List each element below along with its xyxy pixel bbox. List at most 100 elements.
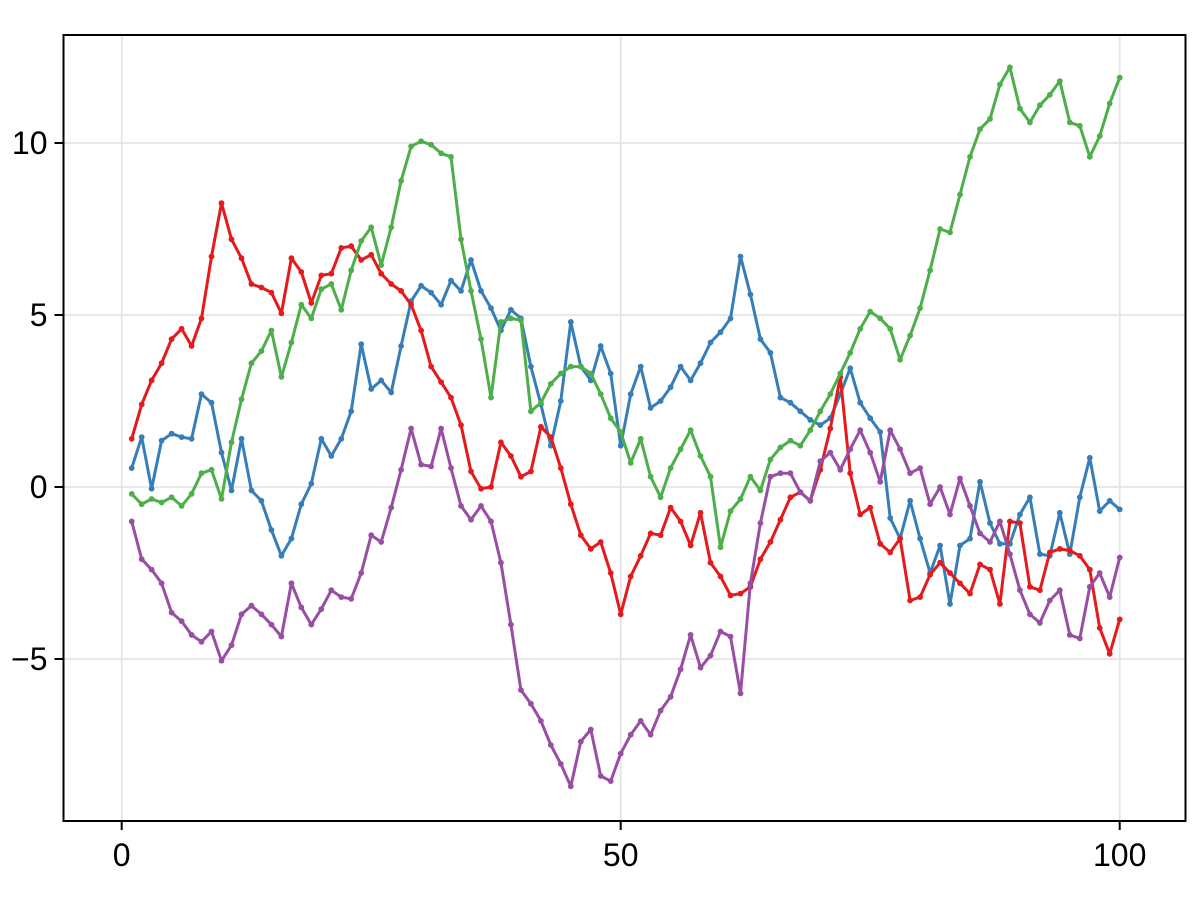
data-point xyxy=(1037,102,1043,109)
data-point xyxy=(1027,119,1033,126)
data-point xyxy=(927,267,933,274)
data-point xyxy=(528,363,534,370)
data-point xyxy=(378,539,385,545)
data-point xyxy=(1037,620,1043,626)
data-point xyxy=(238,396,245,403)
data-point xyxy=(148,566,155,573)
data-point xyxy=(478,336,484,342)
data-point xyxy=(737,590,744,597)
data-point xyxy=(328,281,335,287)
data-point xyxy=(557,370,564,377)
data-point xyxy=(518,473,524,480)
data-point xyxy=(218,657,225,664)
data-point xyxy=(857,427,864,434)
data-point xyxy=(997,518,1003,525)
data-point xyxy=(667,504,674,511)
data-point xyxy=(268,289,275,296)
data-point xyxy=(867,308,874,315)
y-tick-label: 5 xyxy=(30,297,48,333)
data-point xyxy=(627,391,634,397)
data-point xyxy=(827,449,834,456)
x-tick-label: 100 xyxy=(1093,837,1146,873)
data-point xyxy=(937,542,943,549)
data-point xyxy=(128,465,135,471)
data-point xyxy=(1096,133,1103,140)
data-point xyxy=(238,435,245,442)
data-point xyxy=(418,138,424,145)
data-point xyxy=(128,518,135,525)
data-point xyxy=(737,496,744,502)
data-point xyxy=(348,595,355,602)
data-point xyxy=(727,633,734,640)
data-point xyxy=(408,143,414,150)
data-point xyxy=(458,236,464,243)
data-point xyxy=(188,435,195,442)
data-point xyxy=(1046,549,1053,556)
data-point xyxy=(647,405,654,411)
data-point xyxy=(478,485,484,492)
data-point xyxy=(997,540,1003,547)
data-point xyxy=(288,535,295,542)
data-point xyxy=(298,269,305,275)
data-point xyxy=(777,516,784,523)
data-point xyxy=(228,439,235,446)
series-2-red-line xyxy=(130,201,1122,656)
data-point xyxy=(498,559,504,566)
data-point xyxy=(298,301,305,308)
data-point xyxy=(208,466,215,473)
data-point xyxy=(897,356,903,363)
data-point xyxy=(647,530,654,537)
data-point xyxy=(1086,566,1093,573)
data-point xyxy=(737,253,744,260)
data-point xyxy=(168,336,175,342)
data-point xyxy=(667,384,674,391)
data-point xyxy=(667,465,674,471)
data-point xyxy=(877,429,884,435)
data-point xyxy=(677,518,684,525)
data-point xyxy=(897,535,903,542)
data-point xyxy=(647,731,654,738)
data-point xyxy=(228,236,235,243)
data-point xyxy=(747,580,754,587)
data-point xyxy=(538,399,544,406)
data-point xyxy=(228,487,235,494)
data-point xyxy=(438,150,444,157)
data-point xyxy=(398,343,404,349)
data-point xyxy=(717,628,724,635)
data-point xyxy=(428,363,434,370)
data-point xyxy=(188,343,195,349)
data-point xyxy=(617,442,624,449)
data-point xyxy=(597,391,604,397)
data-point xyxy=(847,365,854,372)
data-point xyxy=(458,288,464,294)
data-point xyxy=(957,191,963,198)
data-point xyxy=(967,590,973,597)
data-point xyxy=(128,491,135,497)
data-point xyxy=(657,398,664,404)
data-point xyxy=(857,399,864,406)
data-point xyxy=(1007,518,1013,525)
data-point xyxy=(717,573,724,580)
data-point xyxy=(577,363,584,370)
data-point xyxy=(288,580,295,587)
data-point xyxy=(707,339,714,346)
data-point xyxy=(258,497,265,504)
data-point xyxy=(288,339,295,346)
data-point xyxy=(1066,547,1073,554)
data-point xyxy=(687,427,694,434)
data-point xyxy=(1076,494,1083,501)
data-point xyxy=(827,425,834,432)
data-point xyxy=(857,511,864,518)
data-point xyxy=(597,773,604,779)
data-point xyxy=(957,542,963,549)
data-point xyxy=(298,501,305,508)
data-point xyxy=(797,408,804,415)
data-point xyxy=(428,141,434,148)
data-point xyxy=(398,288,404,294)
data-point xyxy=(158,580,165,587)
data-point xyxy=(198,638,205,645)
data-point xyxy=(1106,650,1113,657)
data-point xyxy=(158,360,165,367)
data-point xyxy=(278,310,285,317)
data-point xyxy=(1027,583,1033,590)
